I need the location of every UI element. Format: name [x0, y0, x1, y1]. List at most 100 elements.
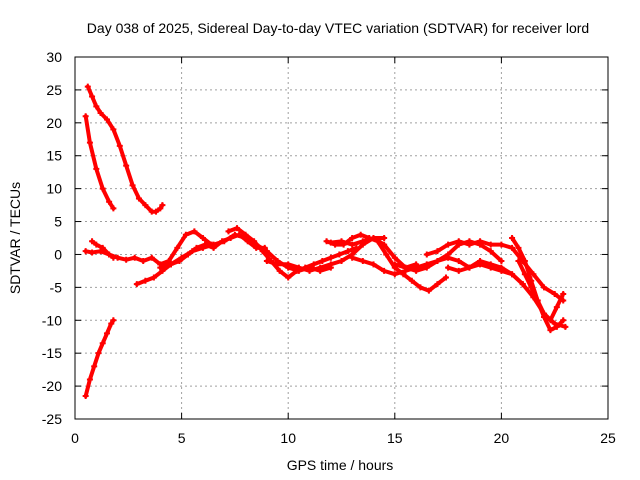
- data-point: [381, 267, 388, 274]
- data-point: [344, 248, 351, 255]
- data-point: [509, 271, 516, 278]
- data-point: [515, 258, 522, 265]
- data-point: [89, 238, 96, 245]
- data-point: [167, 261, 174, 268]
- data-point: [338, 258, 345, 265]
- data-point: [110, 254, 117, 261]
- data-point: [562, 323, 569, 330]
- data-point: [455, 258, 462, 265]
- data-point: [189, 248, 196, 255]
- data-point: [434, 248, 441, 255]
- x-tick-label: 5: [178, 430, 186, 446]
- y-tick-label: 0: [54, 246, 62, 262]
- data-point: [547, 327, 554, 334]
- data-point: [349, 254, 356, 261]
- data-point: [487, 261, 494, 268]
- x-tick-label: 25: [600, 430, 616, 446]
- x-tick-label: 10: [280, 430, 296, 446]
- data-point: [231, 231, 238, 238]
- data-point: [93, 241, 100, 248]
- data-point: [285, 274, 292, 281]
- data-point: [521, 258, 528, 265]
- data-point: [547, 317, 554, 324]
- data-point: [338, 238, 345, 245]
- y-tick-label: -5: [50, 279, 63, 295]
- data-point: [551, 320, 558, 327]
- y-tick-label: 30: [46, 49, 62, 65]
- data-point: [123, 256, 130, 263]
- data-point: [560, 317, 567, 324]
- data-point: [445, 264, 452, 271]
- data-point: [242, 231, 249, 238]
- data-point: [103, 116, 110, 123]
- data-point: [515, 244, 522, 251]
- data-point: [99, 244, 106, 251]
- data-point: [99, 340, 106, 347]
- data-point: [391, 254, 398, 261]
- data-point: [370, 261, 377, 268]
- data-point: [327, 239, 334, 246]
- data-point: [142, 277, 149, 284]
- data-point: [84, 83, 91, 90]
- y-tick-label: -15: [42, 345, 62, 361]
- data-point: [323, 238, 330, 245]
- data-point: [199, 235, 206, 241]
- chart-title: Day 038 of 2025, Sidereal Day-to-day VTE…: [87, 20, 589, 36]
- data-point: [276, 267, 283, 274]
- data-point: [509, 244, 516, 251]
- data-point: [553, 304, 560, 311]
- data-point: [93, 103, 100, 110]
- data-point: [553, 323, 560, 330]
- data-point: [319, 258, 326, 265]
- data-point: [131, 254, 138, 261]
- data-point: [274, 261, 281, 268]
- data-point: [466, 241, 473, 248]
- data-point: [423, 264, 430, 271]
- data-point: [263, 258, 270, 265]
- data-point: [408, 277, 415, 284]
- data-point: [466, 264, 473, 271]
- data-point: [445, 254, 452, 261]
- series-line-arc-8: [226, 226, 359, 280]
- y-axis-label: SDTVAR / TECUs: [7, 182, 23, 294]
- y-tick-label: 5: [54, 214, 62, 230]
- data-point: [210, 241, 217, 248]
- tick-group: 0 5 10 15 20 25 -25 -20 -15 -10 -5 0 5 10 15 20 25 30: [42, 49, 616, 446]
- data-point: [159, 202, 166, 209]
- data-point: [234, 225, 241, 232]
- data-point: [391, 271, 398, 278]
- data-point: [357, 231, 364, 238]
- data-point: [86, 376, 93, 383]
- data-point: [528, 284, 535, 291]
- data-point: [383, 251, 390, 258]
- data-point: [317, 264, 324, 271]
- data-point: [455, 238, 462, 245]
- data-point: [455, 267, 462, 274]
- data-point: [225, 228, 232, 235]
- data-point: [285, 261, 292, 268]
- y-tick-label: -25: [42, 411, 62, 427]
- data-point: [140, 258, 147, 265]
- data-point: [221, 238, 228, 245]
- data-point: [381, 235, 388, 241]
- data-point: [534, 297, 541, 304]
- data-point: [99, 185, 106, 192]
- plot-frame: [74, 56, 609, 420]
- data-point: [157, 205, 164, 212]
- data-point: [142, 202, 149, 209]
- x-tick-label: 20: [494, 430, 510, 446]
- data-point: [370, 235, 377, 241]
- data-point: [89, 93, 96, 100]
- data-point: [178, 254, 185, 261]
- data-point: [417, 284, 424, 291]
- x-tick-label: 0: [71, 430, 79, 446]
- data-point: [509, 235, 516, 241]
- data-point: [521, 271, 528, 278]
- data-point: [551, 290, 558, 297]
- data-point: [425, 287, 432, 294]
- data-point: [519, 281, 526, 288]
- data-point: [295, 264, 302, 271]
- data-point: [123, 162, 130, 169]
- y-tick-label: 10: [46, 181, 62, 197]
